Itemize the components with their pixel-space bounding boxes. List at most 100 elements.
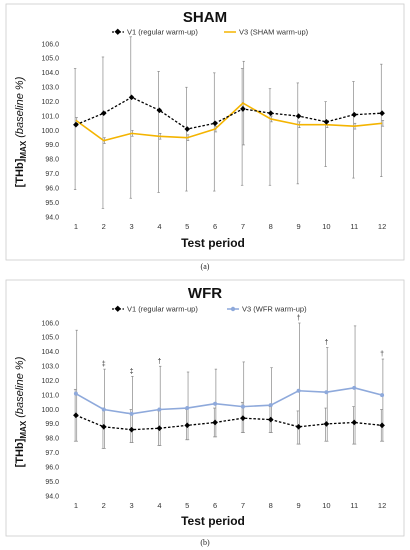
y-tick-label: 106.0	[41, 41, 59, 48]
significance-marker: ‡	[130, 368, 134, 375]
data-point	[157, 407, 162, 412]
data-point	[213, 401, 218, 406]
x-tick-label: 12	[378, 222, 386, 231]
y-tick-label: 106.0	[41, 320, 59, 327]
x-tick-label: 7	[241, 222, 245, 231]
data-point	[351, 111, 358, 118]
x-tick-label: 2	[102, 501, 106, 510]
legend-marker-v1	[114, 28, 121, 35]
panel-wfr: WFR V1 (regular warm-up) V3 (WFR warm-up…	[5, 279, 405, 537]
x-tick-label: 7	[241, 501, 245, 510]
x-tick-label: 10	[322, 222, 330, 231]
y-tick-label: 103.0	[41, 364, 59, 371]
x-tick-label: 11	[350, 501, 358, 510]
legend-label-v3: V3 (WFR warm-up)	[242, 305, 307, 314]
data-point	[379, 110, 385, 117]
plot-area: 94.0 95.0 96.0 97.0 98.0 99.0 100.0 101.0 102.0 1…	[41, 36, 386, 231]
x-tick-label: 2	[102, 222, 106, 231]
significance-marker: †	[380, 351, 384, 358]
y-tick-label: 100.0	[41, 407, 59, 414]
data-point	[295, 423, 302, 430]
data-point	[73, 391, 78, 396]
data-point	[73, 121, 79, 128]
legend-label-v1: V1 (regular warm-up)	[127, 28, 198, 37]
caption-b: (b)	[200, 538, 210, 547]
y-tick-label: 96.0	[45, 185, 59, 192]
data-point	[323, 119, 330, 125]
caption-a: (a)	[201, 262, 210, 271]
y-tick-label: 96.0	[45, 464, 59, 471]
data-point	[351, 419, 358, 426]
y-tick-label: 94.0	[45, 214, 59, 221]
series-line	[75, 387, 383, 415]
y-axis-label: [THb]MAX (baseline %)	[14, 76, 28, 187]
data-point	[240, 106, 246, 112]
data-point	[212, 419, 218, 426]
data-point	[184, 126, 191, 132]
x-tick-label: 9	[296, 501, 300, 510]
data-point	[128, 94, 135, 101]
legend-marker-v1	[114, 305, 121, 312]
x-tick-label: 10	[322, 501, 330, 510]
chart-title: WFR	[188, 285, 222, 302]
data-point	[268, 403, 273, 408]
legend-label-v1: V1 (regular warm-up)	[127, 305, 198, 314]
y-label-subscript: MAX	[19, 420, 28, 438]
panel-frame	[5, 3, 405, 261]
data-point	[267, 416, 274, 423]
y-label-prefix: [THb]	[14, 158, 26, 187]
significance-marker: †	[324, 340, 328, 347]
data-point	[295, 113, 302, 119]
x-tick-label: 1	[74, 222, 78, 231]
series-line	[75, 102, 383, 142]
data-point	[212, 120, 218, 127]
y-tick-label: 94.0	[45, 493, 59, 500]
data-point	[101, 407, 106, 412]
x-tick-label: 8	[269, 222, 273, 231]
y-tick-label: 102.0	[41, 378, 59, 385]
y-tick-label: 104.0	[41, 70, 59, 77]
y-label-suffix: (baseline %)	[14, 76, 26, 141]
data-point	[240, 404, 245, 409]
y-tick-label: 95.0	[45, 200, 59, 207]
x-axis-label: Test period	[181, 236, 245, 250]
data-point	[267, 110, 274, 117]
x-tick-label: 3	[129, 222, 133, 231]
x-tick-label: 4	[157, 222, 161, 231]
y-tick-label: 101.0	[41, 392, 59, 399]
y-label-suffix: (baseline %)	[14, 356, 26, 421]
data-point	[323, 421, 330, 427]
y-tick-label: 102.0	[41, 99, 59, 106]
y-tick-label: 97.0	[45, 450, 59, 457]
y-tick-label: 103.0	[41, 85, 59, 92]
x-tick-label: 4	[157, 501, 161, 510]
y-tick-label: 104.0	[41, 349, 59, 356]
legend: V1 (regular warm-up) V3 (SHAM warm-up)	[112, 28, 309, 37]
data-point	[156, 425, 163, 432]
x-tick-label: 9	[296, 222, 300, 231]
y-tick-label: 101.0	[41, 113, 59, 120]
data-point	[352, 385, 357, 390]
series-line	[75, 414, 383, 431]
legend: V1 (regular warm-up) V3 (WFR warm-up)	[112, 305, 307, 314]
y-tick-label: 100.0	[41, 128, 59, 135]
plot-area: 94.0 95.0 96.0 97.0 98.0 99.0 100.0 101.0 102.0 1…	[41, 315, 386, 510]
legend-marker-v3	[230, 306, 236, 312]
significance-marker: †	[297, 315, 301, 322]
data-point	[73, 412, 79, 419]
x-tick-label: 3	[129, 501, 133, 510]
y-label-prefix: [THb]	[14, 438, 26, 467]
y-tick-label: 105.0	[41, 56, 59, 63]
data-point	[380, 393, 385, 398]
x-tick-label: 11	[350, 222, 358, 231]
legend-label-v3: V3 (SHAM warm-up)	[239, 28, 309, 37]
data-point	[324, 390, 329, 395]
data-point	[185, 406, 190, 411]
significance-marker: ‡	[102, 361, 106, 368]
data-point	[128, 426, 135, 433]
x-tick-label: 1	[74, 501, 78, 510]
data-point	[240, 415, 246, 421]
data-point	[100, 423, 107, 430]
y-tick-label: 98.0	[45, 436, 59, 443]
